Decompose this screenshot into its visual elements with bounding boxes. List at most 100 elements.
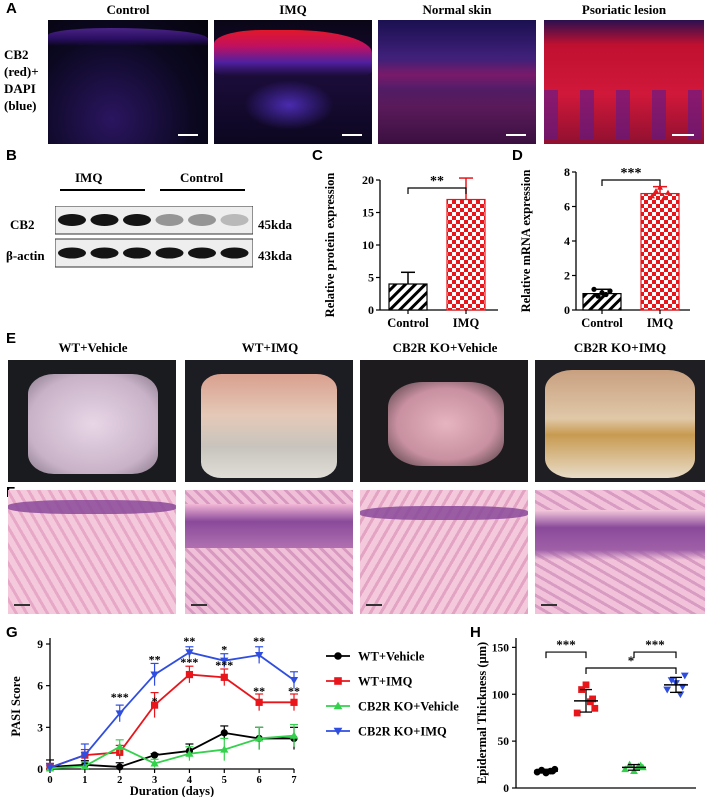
data-point <box>185 670 194 679</box>
fluorescence-image-imq <box>214 20 372 144</box>
blot-group-label-imq: IMQ <box>75 170 103 185</box>
legend-marker <box>333 701 343 710</box>
data-point <box>255 652 264 660</box>
data-point <box>150 671 159 679</box>
blot-size-label-cb2: 45kda <box>258 217 292 232</box>
panel-a-title-control: Control <box>106 2 150 17</box>
bar-control <box>388 283 428 311</box>
panel-a-title-psoriatic: Psoriatic lesion <box>581 2 667 17</box>
series-line <box>49 651 295 769</box>
legend-label: CB2R KO+IMQ <box>358 725 447 739</box>
data-point <box>220 729 228 737</box>
x-tick-label: 3 <box>152 775 157 786</box>
stain-label-line: (blue) <box>4 98 37 113</box>
data-point <box>255 734 264 742</box>
y-tick-label: 6 <box>37 681 43 693</box>
panel-e-title-ko-imq: CB2R KO+IMQ <box>573 340 667 355</box>
western-blot <box>55 206 253 268</box>
blot-band <box>220 214 249 226</box>
fluorescence-image-control <box>48 20 208 144</box>
bar-chart-protein: 0 5 10 15 20 Relative protein expression Contr… <box>323 173 498 330</box>
significance-label: ** <box>288 684 300 698</box>
x-tick-label: 4 <box>187 775 193 786</box>
bar-control <box>582 293 622 311</box>
blot-band <box>188 214 216 226</box>
data-point <box>150 751 159 759</box>
data-point <box>591 286 597 292</box>
legend-label: WT+IMQ <box>358 675 413 689</box>
significance-label: ** <box>253 634 265 648</box>
scale-bar <box>178 134 198 136</box>
y-tick-label: 20 <box>362 173 374 187</box>
blot-strip-cb2 <box>55 206 253 235</box>
x-tick-label: IMQ <box>647 316 674 330</box>
significance-bracket <box>407 187 467 194</box>
panel-label-g: G <box>6 624 18 641</box>
data-point <box>589 695 596 703</box>
y-tick-label: 2 <box>564 269 570 283</box>
panel-label-a: A <box>6 0 17 17</box>
y-tick-label: 6 <box>564 200 570 214</box>
x-tick-label: 5 <box>222 775 227 786</box>
blot-band <box>58 247 86 259</box>
data-point <box>573 709 581 717</box>
data-point <box>255 698 263 706</box>
series-line <box>49 673 294 769</box>
significance-label: *** <box>556 637 576 652</box>
y-tick-label: 0 <box>368 303 374 317</box>
x-tick-label: 7 <box>291 775 296 786</box>
data-point <box>667 677 676 685</box>
legend-marker <box>334 652 342 660</box>
data-point <box>115 710 124 718</box>
y-tick-label: 9 <box>37 639 43 651</box>
data-point <box>649 193 655 199</box>
data-point <box>220 745 229 753</box>
significance-label: ** <box>430 174 444 189</box>
mouse-photo-ko-imq <box>535 360 705 482</box>
blot-band <box>220 247 249 259</box>
y-tick-label: 0 <box>37 764 43 776</box>
data-point <box>653 187 659 194</box>
bar-chart-mrna: 0 2 4 6 8 Relative mRNA expression Control IMQ *… <box>519 165 690 330</box>
data-point <box>665 189 671 195</box>
panel-label-d: D <box>512 147 523 164</box>
y-axis-label: Relative mRNA expression <box>519 170 533 313</box>
histology-image-wt-imq <box>185 490 353 614</box>
blot-band <box>155 214 184 226</box>
y-tick-label: 50 <box>498 736 510 748</box>
histology-image-ko-vehicle <box>360 490 528 614</box>
blot-band <box>90 214 119 226</box>
y-axis-label: PASI Score <box>9 676 23 737</box>
data-point <box>595 293 601 299</box>
data-point <box>657 184 663 190</box>
significance-label: ** <box>253 684 265 698</box>
blot-row-label-cb2: CB2 <box>10 217 35 232</box>
significance-label: *** <box>215 658 233 672</box>
data-point <box>80 752 89 760</box>
scale-bar <box>506 134 526 136</box>
blot-band <box>90 247 119 259</box>
blot-row-label-actin: β-actin <box>6 248 45 263</box>
x-tick-label: IMQ <box>453 316 480 330</box>
blot-group-label-control: Control <box>180 170 224 185</box>
scale-bar <box>672 134 694 136</box>
y-tick-label: 150 <box>492 642 510 654</box>
data-point <box>185 749 194 757</box>
panel-label-b: B <box>6 147 17 164</box>
mouse-photo-ko-vehicle <box>360 360 528 482</box>
x-tick-label: Control <box>387 316 429 330</box>
significance-label: ** <box>149 652 161 666</box>
significance-label: *** <box>111 690 129 704</box>
data-point <box>220 657 229 665</box>
y-tick-label: 4 <box>564 234 570 248</box>
y-tick-label: 8 <box>564 165 570 179</box>
x-tick-label: Control <box>581 316 623 330</box>
data-point <box>45 764 55 772</box>
panel-label-h: H <box>470 624 481 641</box>
series-line <box>49 731 294 768</box>
x-tick-label: 2 <box>117 775 122 786</box>
blot-group-line-imq <box>60 189 145 191</box>
legend-marker <box>333 727 343 736</box>
mouse-photo-wt-imq <box>185 360 353 482</box>
panel-e-title-wt-vehicle: WT+Vehicle <box>58 340 128 355</box>
